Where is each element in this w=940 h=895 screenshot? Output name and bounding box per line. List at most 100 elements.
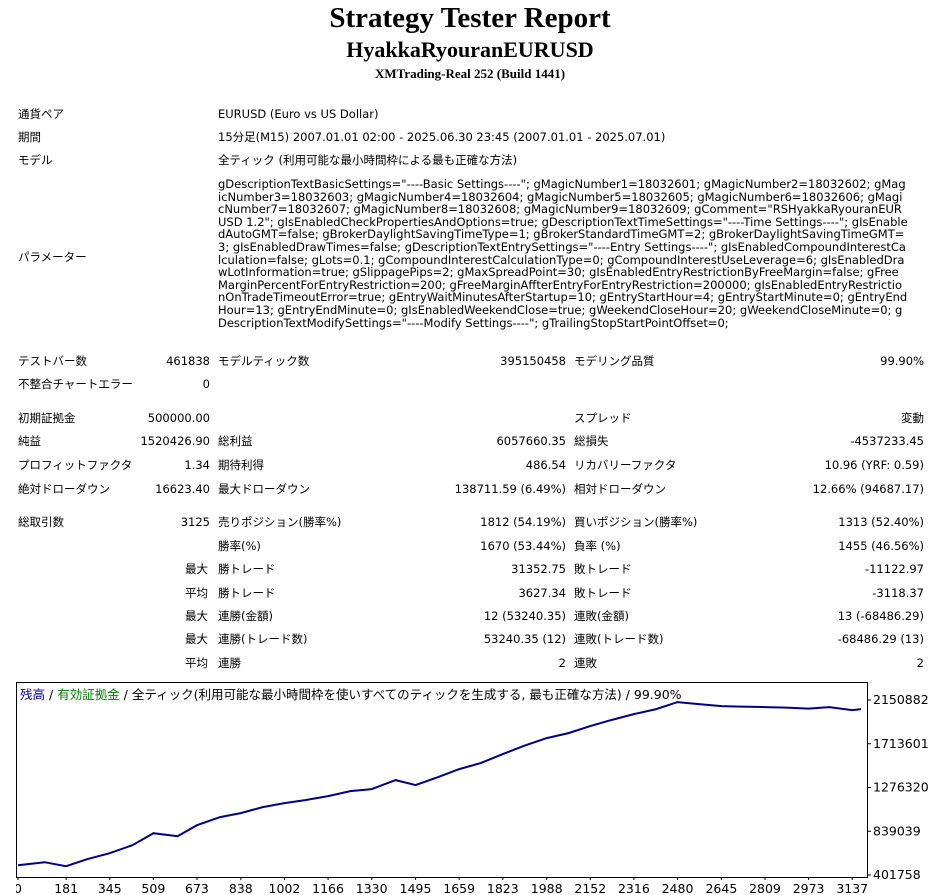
expected-value: 486.54 xyxy=(525,458,566,472)
x-tick-label: 673 xyxy=(185,881,209,895)
cons-loss-money-value: 13 (-68486.29) xyxy=(837,609,924,623)
net-label: 純益 xyxy=(18,434,41,448)
period-label: 期間 xyxy=(18,130,41,144)
x-tick-label: 509 xyxy=(141,881,165,895)
x-tick-label: 1659 xyxy=(443,881,475,895)
mismatch-label: 不整合チャートエラー xyxy=(18,377,133,391)
report-title: Strategy Tester Report xyxy=(329,2,611,34)
short-value: 1812 (54.19%) xyxy=(480,515,566,529)
avg-loss-value: -3118.37 xyxy=(872,586,924,600)
total-trades-value: 3125 xyxy=(180,515,210,529)
avg-cons-win-value: 2 xyxy=(558,656,566,670)
gross-loss-label: 総損失 xyxy=(574,434,609,448)
avg-cons-loss-label: 連敗 xyxy=(574,656,597,670)
recovery-label: リカバリーファクタ xyxy=(574,458,677,472)
x-tick-label: 3137 xyxy=(836,881,868,895)
x-tick-label: 1988 xyxy=(531,881,563,895)
cons-loss-money-label: 連敗(金額) xyxy=(574,609,629,623)
x-tick-label: 2480 xyxy=(662,881,694,895)
bars-value: 461838 xyxy=(166,354,210,368)
x-tick-label: 2152 xyxy=(574,881,606,895)
model-label: モデル xyxy=(18,153,53,167)
x-tick-label: 1002 xyxy=(269,881,301,895)
y-tick-label: 1276320 xyxy=(873,780,929,795)
balance-line xyxy=(17,701,862,868)
x-tick-label: 1330 xyxy=(356,881,388,895)
symbol-value: EURUSD (Euro vs US Dollar) xyxy=(218,107,379,121)
total-trades-label: 総取引数 xyxy=(18,515,64,529)
y-tick-label: 2150882 xyxy=(873,692,929,707)
x-tick-label: 0 xyxy=(16,881,22,895)
x-tick-label: 2809 xyxy=(749,881,781,895)
params-label: パラメーター xyxy=(18,250,87,264)
symbol-label: 通貨ペア xyxy=(18,107,64,121)
deposit-value: 500000.00 xyxy=(147,411,210,425)
bars-label: テストバー数 xyxy=(18,354,87,368)
avg-qualifier: 平均 xyxy=(185,656,208,670)
y-tick-label: 839039 xyxy=(873,823,921,838)
max-qualifier: 最大 xyxy=(185,632,208,646)
quality-value: 99.90% xyxy=(880,354,924,368)
max-dd-label: 最大ドローダウン xyxy=(218,482,310,496)
cons-win-money-value: 12 (53240.35) xyxy=(483,609,566,623)
loss-rate-label: 負率 (%) xyxy=(574,539,621,553)
cons-win-money-label: 連勝(金額) xyxy=(218,609,273,623)
gross-loss-value: -4537233.45 xyxy=(850,434,924,448)
gross-profit-label: 総利益 xyxy=(218,434,253,448)
abs-dd-label: 絶対ドローダウン xyxy=(18,482,110,496)
pf-value: 1.34 xyxy=(184,458,210,472)
legend-equity: 有効証拠金 xyxy=(57,687,120,702)
recovery-value: 10.96 (YRF: 0.59) xyxy=(824,458,924,472)
y-tick-label: 401758 xyxy=(873,867,921,882)
max-loss-label: 敗トレード xyxy=(574,562,632,576)
x-tick-label: 1495 xyxy=(400,881,432,895)
x-tick-label: 181 xyxy=(54,881,78,895)
loss-rate-value: 1455 (46.56%) xyxy=(838,539,924,553)
abs-dd-value: 16623.40 xyxy=(155,482,210,496)
pf-label: プロフィットファクタ xyxy=(18,458,133,472)
expected-label: 期待利得 xyxy=(218,458,264,472)
balance-chart: 2150882 1713601 1276320 839039 401758 0 181 345… xyxy=(16,682,935,895)
x-tick-label: 2316 xyxy=(618,881,650,895)
max-loss-value: -11122.97 xyxy=(864,562,924,576)
deposit-label: 初期証拠金 xyxy=(18,411,76,425)
chart-frame xyxy=(16,682,868,878)
max-dd-value: 138711.59 (6.49%) xyxy=(454,482,566,496)
long-label: 買いポジション(勝率%) xyxy=(574,515,698,529)
ticks-label: モデルティック数 xyxy=(218,354,310,368)
x-tick-label: 2973 xyxy=(793,881,825,895)
avg-loss-label: 敗トレード xyxy=(574,586,632,600)
chart-legend: 残高 / 有効証拠金 / 全ティック(利用可能な最小時間枠を使いすべてのティック… xyxy=(20,684,682,703)
model-value: 全ティック (利用可能な最小時間枠による最も正確な方法) xyxy=(218,153,518,167)
max-qualifier: 最大 xyxy=(185,609,208,623)
legend-balance: 残高 xyxy=(20,687,46,702)
mismatch-value: 0 xyxy=(202,377,210,391)
server-info: XMTrading-Real 252 (Build 1441) xyxy=(374,66,566,81)
avg-win-value: 3627.34 xyxy=(518,586,566,600)
avg-win-label: 勝トレード xyxy=(218,586,276,600)
x-tick-label: 2645 xyxy=(705,881,737,895)
legend-separator: / xyxy=(45,687,58,702)
x-tick-label: 1823 xyxy=(487,881,519,895)
expert-name: HyakkaRyouranEURUSD xyxy=(346,37,594,62)
cons-win-count-label: 連勝(トレード数) xyxy=(218,632,308,646)
avg-cons-win-label: 連勝 xyxy=(218,656,241,670)
quality-label: モデリング品質 xyxy=(574,354,655,368)
x-tick-label: 838 xyxy=(229,881,253,895)
cons-loss-count-label: 連敗(トレード数) xyxy=(574,632,664,646)
net-value: 1520426.90 xyxy=(140,434,210,448)
cons-win-count-value: 53240.35 (12) xyxy=(483,632,566,646)
max-qualifier: 最大 xyxy=(185,562,208,576)
max-win-value: 31352.75 xyxy=(511,562,566,576)
win-rate-label: 勝率(%) xyxy=(218,539,261,553)
spread-label: スプレッド xyxy=(574,411,632,425)
short-label: 売りポジション(勝率%) xyxy=(218,515,342,529)
x-tick-label: 345 xyxy=(98,881,122,895)
gross-profit-value: 6057660.35 xyxy=(496,434,566,448)
win-rate-value: 1670 (53.44%) xyxy=(480,539,566,553)
max-win-label: 勝トレード xyxy=(218,562,276,576)
legend-description: 全ティック(利用可能な最小時間枠を使いすべてのティックを生成する, 最も正確な方… xyxy=(131,687,682,702)
ticks-value: 395150458 xyxy=(500,354,566,368)
long-value: 1313 (52.40%) xyxy=(838,515,924,529)
y-tick-label: 1713601 xyxy=(873,736,929,751)
